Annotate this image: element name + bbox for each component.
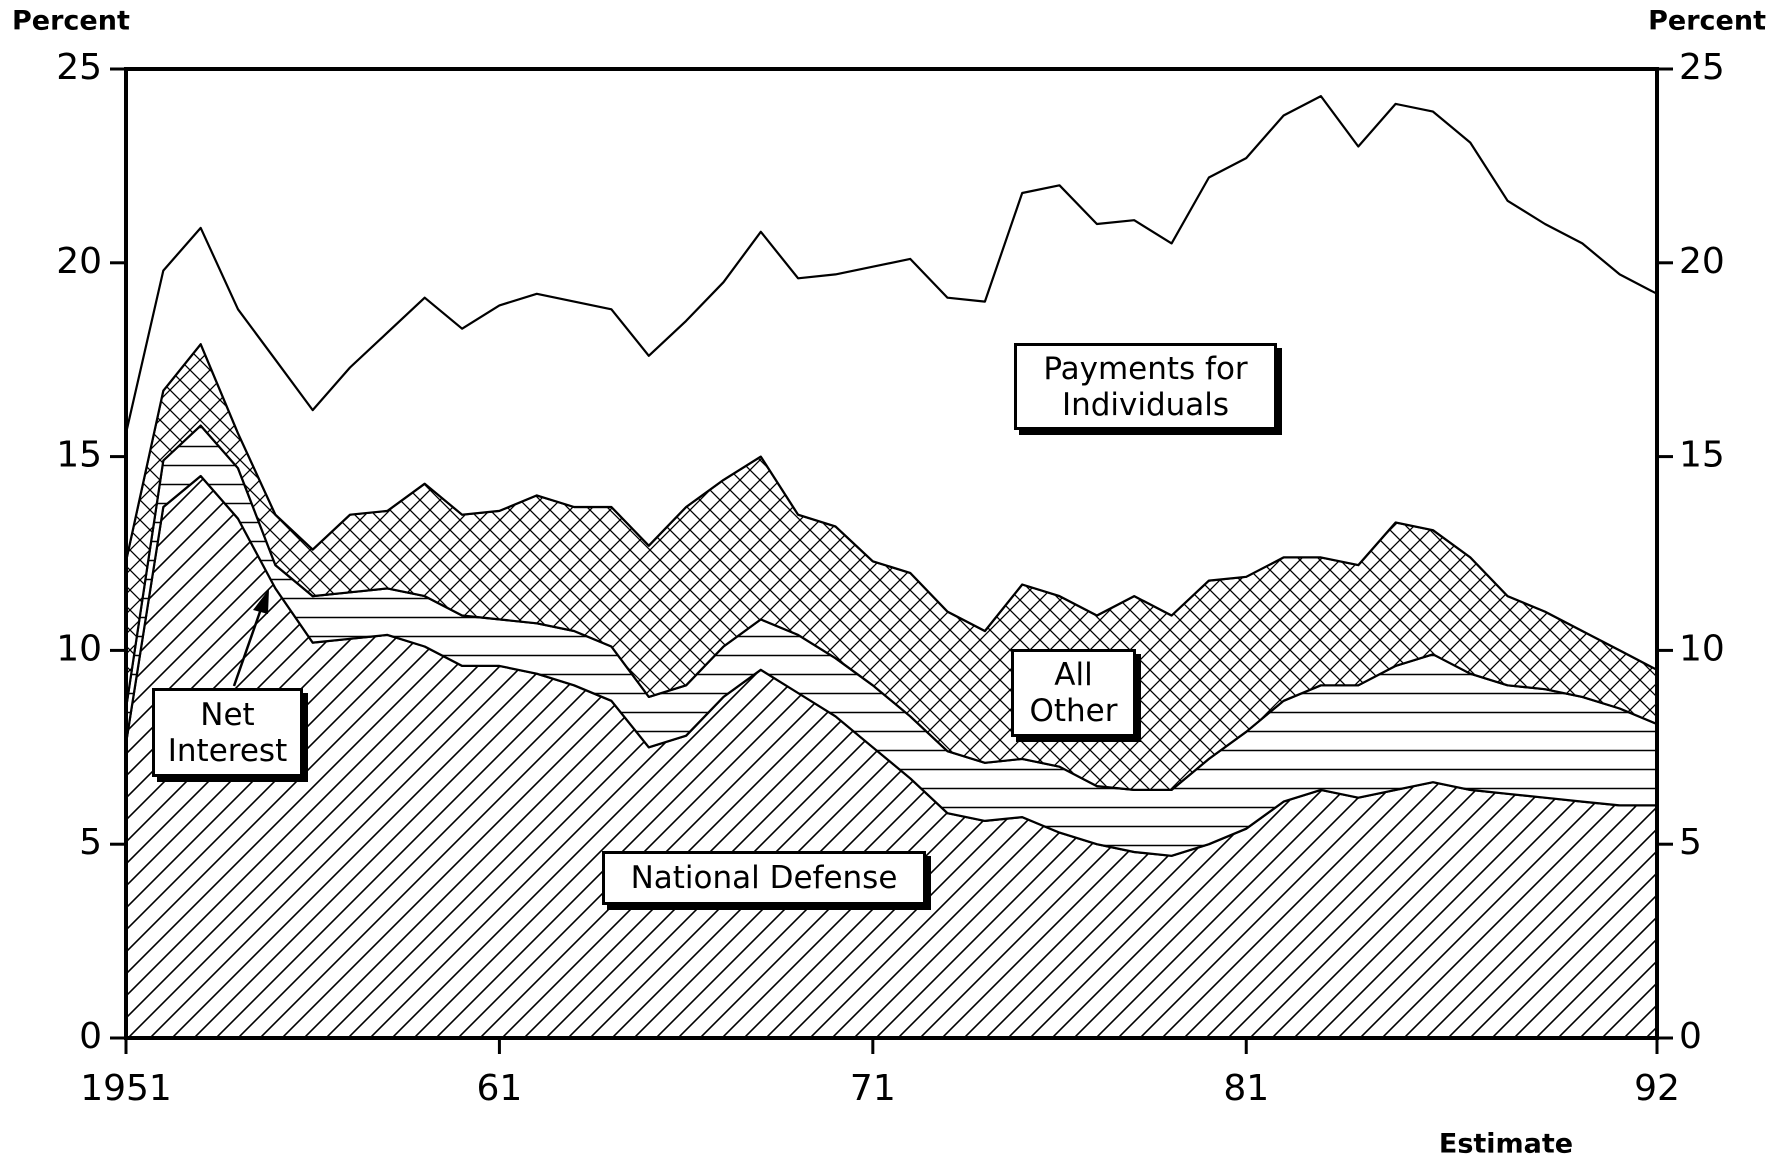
y-tick-label: 15 (56, 435, 102, 476)
y2-tick-label: 20 (1679, 241, 1725, 282)
x-tick-label: 81 (1223, 1068, 1269, 1109)
x-note: Estimate (1439, 1129, 1573, 1160)
label-national-defense: National Defense (602, 851, 926, 905)
y-tick-label: 25 (56, 47, 102, 88)
arrow-head (253, 589, 269, 614)
label-all-other: All Other (1011, 649, 1136, 737)
label-payments: Payments for Individuals (1014, 343, 1277, 430)
y-tick-label: 10 (56, 628, 102, 669)
y2-axis-label: Percent (1648, 6, 1766, 37)
plot-frame (124, 67, 1659, 1040)
x-tick-label: 71 (850, 1068, 896, 1109)
x-tick-label: 61 (477, 1068, 523, 1109)
y2-tick-label: 25 (1679, 47, 1725, 88)
y2-tick-label: 15 (1679, 435, 1725, 476)
label-net-interest: Net Interest (152, 688, 303, 777)
y-tick-label: 5 (79, 822, 102, 863)
y-tick-label: 20 (56, 241, 102, 282)
y-axis-label: Percent (12, 6, 130, 37)
x-tick-label: 1951 (80, 1068, 172, 1109)
arrow (232, 605, 264, 687)
y2-tick-label: 10 (1679, 628, 1725, 669)
y2-tick-label: 0 (1679, 1016, 1702, 1057)
y2-tick-label: 5 (1679, 822, 1702, 863)
x-tick-label: 92 (1634, 1068, 1680, 1109)
y-tick-label: 0 (79, 1016, 102, 1057)
